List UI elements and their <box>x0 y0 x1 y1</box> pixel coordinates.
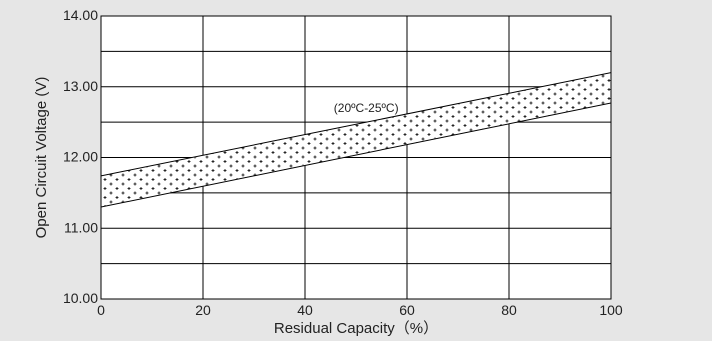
voltage-band <box>101 72 611 208</box>
x-axis-ticks: 0 20 40 60 80 100 <box>97 302 623 318</box>
y-axis-label: Open Circuit Voltage (V) <box>33 77 50 239</box>
x-tick-label: 60 <box>399 302 415 318</box>
y-tick-label: 13.00 <box>63 78 98 94</box>
band-lower-line <box>101 102 611 208</box>
x-axis-label: Residual Capacity（%） <box>274 320 438 337</box>
temperature-annotation: (20ºC-25ºC) <box>334 101 399 115</box>
y-axis-ticks: 10.00 11.00 12.00 13.00 14.00 <box>63 7 98 306</box>
x-tick-label: 20 <box>195 302 211 318</box>
band-fill <box>101 72 611 208</box>
x-tick-label: 40 <box>297 302 313 318</box>
band-upper-line <box>101 72 611 177</box>
x-tick-label: 100 <box>599 302 623 318</box>
plot-frame <box>100 15 612 300</box>
y-tick-label: 12.00 <box>63 149 98 165</box>
y-tick-label: 11.00 <box>64 219 98 235</box>
x-tick-label: 0 <box>97 302 105 318</box>
x-tick-label: 80 <box>501 302 517 318</box>
y-tick-label: 10.00 <box>63 290 98 306</box>
y-tick-label: 14.00 <box>63 7 98 23</box>
